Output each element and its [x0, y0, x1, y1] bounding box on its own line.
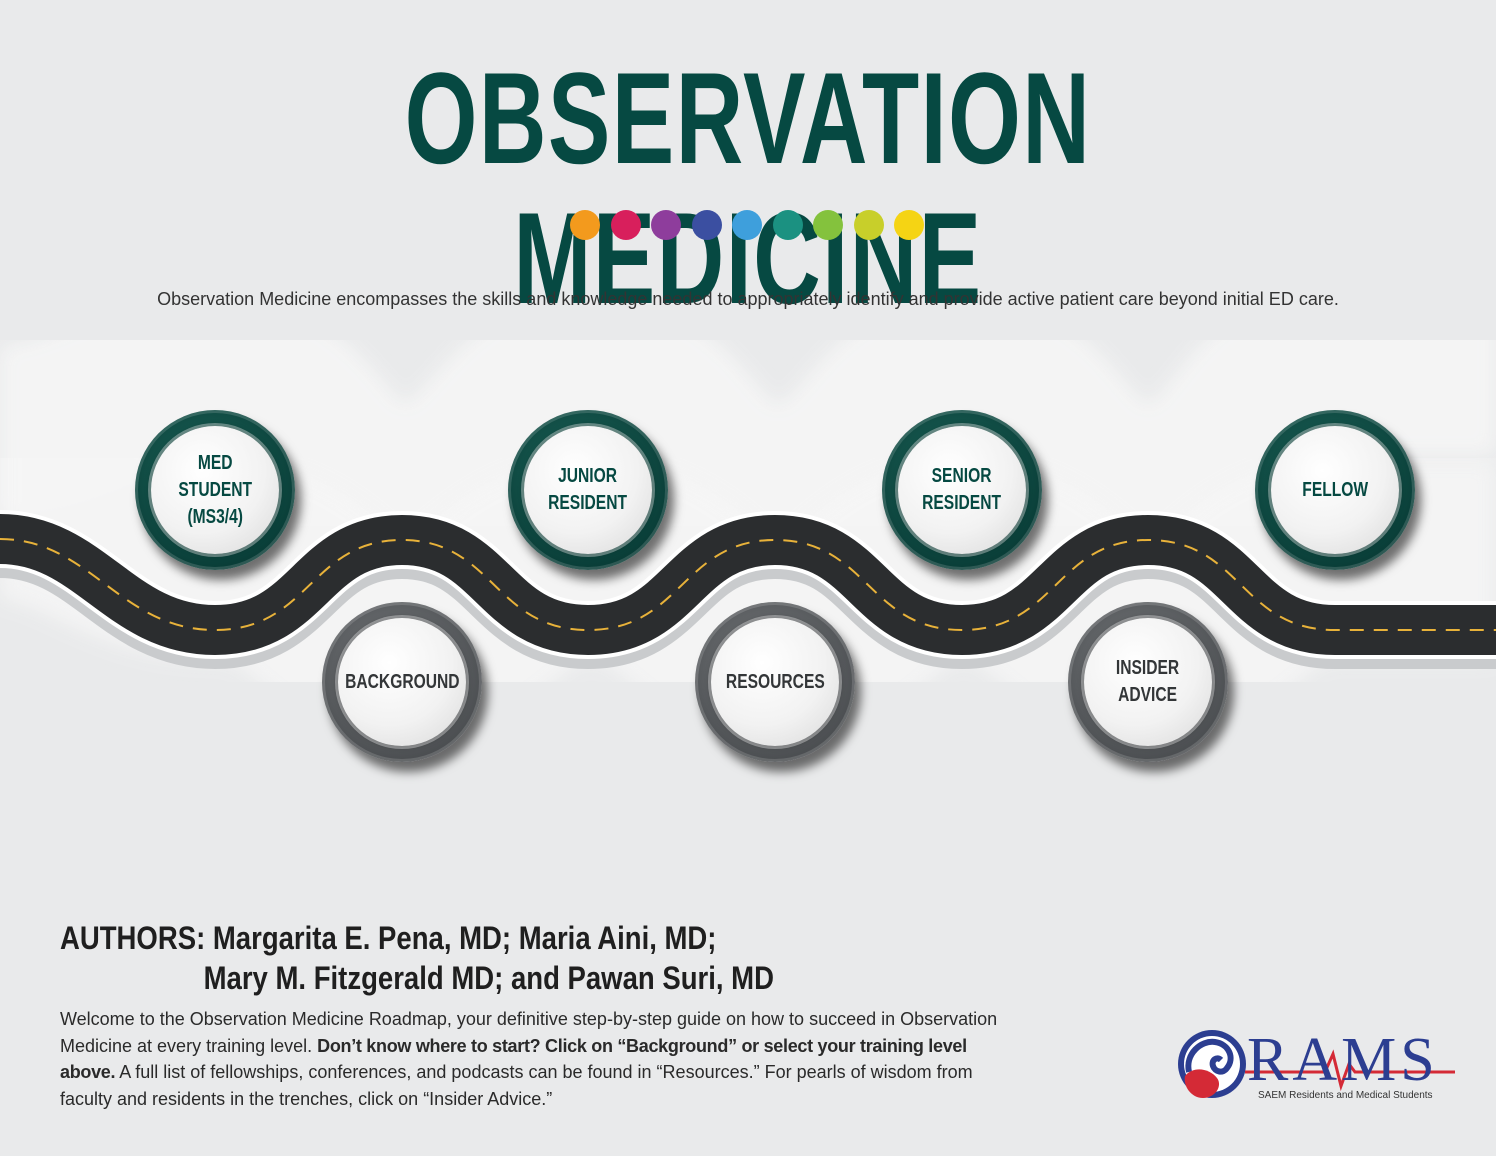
page-title: OBSERVATION MEDICINE — [404, 45, 1092, 331]
welcome-text-2: A full list of fellowships, conferences,… — [60, 1062, 973, 1109]
intro-text: Observation Medicine encompasses the ski… — [157, 289, 1339, 309]
color-dot — [772, 210, 803, 240]
rams-logo-text: RAMS — [1247, 1026, 1439, 1094]
color-dot — [570, 210, 600, 240]
authors-heading: AUTHORS: Margarita E. Pena, MD; Maria Ai… — [60, 918, 774, 998]
color-dot — [610, 210, 641, 240]
stop-senior-resident-label: SENIOR RESIDENT — [922, 465, 1002, 514]
stop-background-button[interactable]: BACKGROUND — [322, 602, 482, 762]
authors-line-1: AUTHORS: Margarita E. Pena, MD; Maria Ai… — [60, 920, 717, 956]
welcome-bold-text: Don’t know where to start? Click on “Bac… — [60, 1035, 967, 1083]
stop-med-student-button[interactable]: MED STUDENT (MS3/4) — [135, 410, 295, 570]
stop-fellow-button[interactable]: FELLOW — [1255, 410, 1415, 570]
rams-logo-subtitle: SAEM Residents and Medical Students — [1258, 1090, 1433, 1101]
stop-background-label: BACKGROUND — [344, 670, 460, 693]
color-dot — [813, 210, 843, 240]
color-dots — [570, 210, 924, 240]
color-dot — [651, 210, 681, 240]
stop-junior-resident-label: JUNIOR RESIDENT — [548, 465, 628, 514]
stop-insider-advice-label: INSIDER ADVICE — [1116, 657, 1180, 706]
stop-med-student-label: MED STUDENT (MS3/4) — [178, 451, 252, 528]
color-dot — [853, 210, 884, 240]
color-dot — [691, 210, 722, 240]
stop-resources-button[interactable]: RESOURCES — [695, 602, 855, 762]
rams-ram-logo-icon — [1178, 1030, 1455, 1098]
color-dot — [732, 210, 762, 240]
stop-fellow-label: FELLOW — [1302, 478, 1368, 501]
color-dot — [894, 210, 924, 240]
stop-senior-resident-button[interactable]: SENIOR RESIDENT — [882, 410, 1042, 570]
stop-resources-label: RESOURCES — [725, 670, 825, 693]
welcome-text-1: Welcome to the Observation Medicine Road… — [60, 1009, 998, 1056]
authors-line-2: Mary M. Fitzgerald MD; and Pawan Suri, M… — [203, 960, 774, 996]
stop-insider-advice-button[interactable]: INSIDER ADVICE — [1068, 602, 1228, 762]
stop-junior-resident-button[interactable]: JUNIOR RESIDENT — [508, 410, 668, 570]
welcome-paragraph: Welcome to the Observation Medicine Road… — [60, 1006, 1020, 1112]
